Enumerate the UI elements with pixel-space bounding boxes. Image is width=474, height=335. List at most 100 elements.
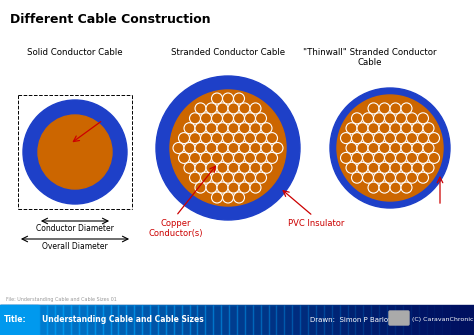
Bar xyxy=(198,305,205,335)
Bar xyxy=(95,305,103,335)
Bar xyxy=(347,305,356,335)
Circle shape xyxy=(239,162,250,173)
Circle shape xyxy=(190,152,201,163)
Circle shape xyxy=(407,152,418,163)
Bar xyxy=(110,305,118,335)
Circle shape xyxy=(363,133,374,144)
Text: Drawn:  Simon P Barlow: Drawn: Simon P Barlow xyxy=(310,317,394,323)
Circle shape xyxy=(228,142,239,153)
Circle shape xyxy=(234,113,245,124)
Bar xyxy=(166,305,174,335)
Circle shape xyxy=(217,162,228,173)
Bar xyxy=(435,305,442,335)
Circle shape xyxy=(374,152,384,163)
Circle shape xyxy=(412,142,423,153)
Circle shape xyxy=(330,88,450,208)
Circle shape xyxy=(255,113,266,124)
Circle shape xyxy=(222,172,234,183)
Bar xyxy=(284,305,292,335)
Bar xyxy=(450,305,458,335)
Circle shape xyxy=(190,172,201,183)
Circle shape xyxy=(179,133,190,144)
Bar xyxy=(134,305,142,335)
Bar xyxy=(379,305,387,335)
Circle shape xyxy=(211,133,222,144)
Circle shape xyxy=(337,95,443,201)
Circle shape xyxy=(384,172,395,183)
Circle shape xyxy=(239,182,250,193)
Circle shape xyxy=(211,113,222,124)
Bar xyxy=(427,305,435,335)
Circle shape xyxy=(222,152,234,163)
Circle shape xyxy=(407,113,418,124)
Bar xyxy=(103,305,110,335)
Circle shape xyxy=(190,133,201,144)
Circle shape xyxy=(379,103,390,114)
Circle shape xyxy=(184,123,195,134)
Bar xyxy=(8,305,16,335)
Circle shape xyxy=(38,115,112,189)
Circle shape xyxy=(346,123,357,134)
Bar xyxy=(466,305,474,335)
Circle shape xyxy=(211,93,222,104)
Circle shape xyxy=(255,152,266,163)
Circle shape xyxy=(368,162,379,173)
Circle shape xyxy=(374,133,384,144)
Circle shape xyxy=(266,152,277,163)
Circle shape xyxy=(346,162,357,173)
Circle shape xyxy=(206,123,217,134)
Circle shape xyxy=(184,162,195,173)
Circle shape xyxy=(266,133,277,144)
Circle shape xyxy=(245,172,255,183)
Circle shape xyxy=(206,142,217,153)
Circle shape xyxy=(206,162,217,173)
Circle shape xyxy=(206,103,217,114)
Circle shape xyxy=(23,100,127,204)
Bar xyxy=(39,305,47,335)
Circle shape xyxy=(234,192,245,203)
Circle shape xyxy=(201,152,211,163)
Circle shape xyxy=(401,103,412,114)
Circle shape xyxy=(234,93,245,104)
Circle shape xyxy=(395,113,407,124)
Bar xyxy=(118,305,127,335)
Circle shape xyxy=(184,142,195,153)
Circle shape xyxy=(412,162,423,173)
Circle shape xyxy=(428,152,439,163)
Circle shape xyxy=(195,142,206,153)
Circle shape xyxy=(418,113,428,124)
Circle shape xyxy=(352,133,363,144)
Text: File: Understanding Cable and Cable Sizes 01: File: Understanding Cable and Cable Size… xyxy=(6,297,117,302)
Circle shape xyxy=(368,182,379,193)
Bar xyxy=(442,305,450,335)
Circle shape xyxy=(272,142,283,153)
Bar xyxy=(419,305,427,335)
Bar xyxy=(205,305,213,335)
Circle shape xyxy=(211,192,222,203)
Circle shape xyxy=(363,172,374,183)
Circle shape xyxy=(363,113,374,124)
Bar xyxy=(213,305,221,335)
Bar xyxy=(253,305,261,335)
Circle shape xyxy=(379,162,390,173)
Circle shape xyxy=(368,142,379,153)
Bar xyxy=(395,305,403,335)
Circle shape xyxy=(239,142,250,153)
Circle shape xyxy=(352,113,363,124)
Bar xyxy=(158,305,166,335)
Circle shape xyxy=(384,133,395,144)
Circle shape xyxy=(255,172,266,183)
Circle shape xyxy=(368,103,379,114)
Circle shape xyxy=(206,182,217,193)
Circle shape xyxy=(195,103,206,114)
Circle shape xyxy=(390,103,401,114)
Circle shape xyxy=(201,172,211,183)
Circle shape xyxy=(418,152,428,163)
Bar xyxy=(332,305,340,335)
Circle shape xyxy=(418,172,428,183)
Bar xyxy=(411,305,419,335)
Circle shape xyxy=(379,142,390,153)
Circle shape xyxy=(222,113,234,124)
Circle shape xyxy=(228,162,239,173)
Bar xyxy=(0,305,474,335)
